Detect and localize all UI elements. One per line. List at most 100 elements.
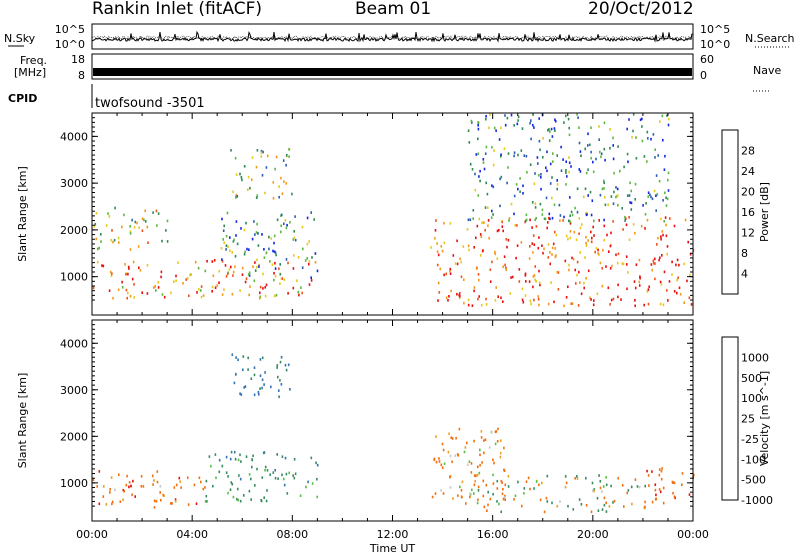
power-echo-cell: [518, 268, 521, 271]
power-echo-cell: [665, 223, 667, 227]
power-echo-cell: [121, 286, 124, 289]
power-echo-cell: [551, 246, 554, 250]
velocity-echo-cell: [131, 493, 133, 497]
power-echo-cell: [270, 237, 273, 240]
power-echo-cell: [505, 266, 507, 269]
power-echo-cell: [437, 299, 439, 302]
power-echo-cell: [477, 124, 479, 127]
power-echo-cell: [504, 123, 507, 127]
power-echo-cell: [609, 303, 611, 306]
velocity-echo-cell: [477, 465, 479, 469]
power-echo-cell: [144, 209, 146, 213]
power-echo-cell: [661, 114, 664, 118]
power-echo-cell: [617, 203, 619, 207]
power-echo-cell: [565, 296, 568, 299]
power-echo-cell: [650, 195, 652, 199]
power-echo-cell: [230, 265, 232, 269]
power-echo-cell: [660, 217, 662, 221]
velocity-echo-cell: [487, 503, 489, 507]
power-echo-cell: [232, 240, 235, 243]
velocity-echo-cell: [514, 494, 517, 498]
power-echo-cell: [529, 299, 532, 303]
power-echo-cell: [522, 184, 524, 188]
power-echo-cell: [456, 292, 458, 296]
velocity-echo-cell: [496, 500, 498, 503]
cpid-value: twofsound -3501: [95, 96, 205, 111]
power-colorbar-tick: 4: [741, 268, 748, 281]
power-echo-cell: [655, 174, 658, 177]
power-echo-cell: [656, 243, 658, 246]
power-echo-cell: [644, 227, 646, 230]
power-echo-cell: [230, 149, 232, 152]
power-echo-cell: [483, 167, 486, 171]
power-echo-cell: [660, 237, 662, 241]
velocity-echo-cell: [239, 392, 241, 395]
power-echo-cell: [522, 300, 525, 304]
power-echo-cell: [532, 275, 535, 278]
velocity-echo-cell: [454, 454, 457, 457]
power-echo-cell: [624, 215, 626, 219]
velocity-echo-region: [644, 467, 695, 505]
power-echo-cell: [616, 194, 619, 197]
power-echo-cell: [546, 150, 548, 154]
velocity-echo-cell: [543, 510, 546, 514]
power-echo-cell: [155, 209, 158, 213]
velocity-echo-cell: [483, 439, 485, 442]
power-echo-cell: [650, 137, 652, 141]
velocity-echo-cell: [473, 439, 475, 443]
power-echo-cell: [583, 195, 585, 199]
power-echo-cell: [252, 265, 254, 268]
power-echo-cell: [576, 260, 579, 264]
velocity-echo-cell: [523, 487, 526, 490]
velocity-echo-cell: [435, 435, 437, 438]
power-echo-cell: [529, 121, 531, 125]
power-echo-cell: [563, 215, 565, 219]
power-echo-cell: [634, 182, 637, 186]
power-echo-cell: [619, 169, 621, 173]
power-echo-cell: [592, 160, 594, 164]
power-echo-cell: [482, 158, 485, 161]
power-echo-cell: [532, 234, 535, 237]
velocity-echo-cell: [159, 491, 161, 494]
velocity-echo-cell: [229, 457, 232, 461]
power-echo-cell: [311, 256, 313, 259]
power-echo-cell: [282, 159, 285, 162]
power-echo-cell: [506, 245, 508, 249]
power-echo-cell: [480, 235, 483, 239]
velocity-echo-cell: [266, 489, 268, 492]
power-echo-cell: [549, 182, 552, 185]
power-echo-cell: [616, 187, 619, 191]
velocity-echo-cell: [284, 363, 287, 367]
velocity-echo-cell: [434, 492, 437, 495]
power-echo-cell: [440, 245, 443, 248]
power-echo-cell: [537, 162, 539, 165]
power-echo-cell: [578, 141, 581, 145]
velocity-echo-cell: [283, 477, 285, 481]
power-echo-cell: [555, 254, 557, 257]
power-echo-cell: [245, 221, 247, 225]
velocity-echo-cell: [262, 451, 265, 455]
power-echo-cell: [651, 268, 653, 272]
velocity-echo-cell: [501, 481, 503, 484]
power-echo-cell: [138, 226, 140, 229]
power-echo-cell: [235, 173, 238, 176]
power-echo-cell: [459, 295, 461, 298]
power-echo-cell: [671, 273, 673, 276]
power-echo-cell: [548, 128, 550, 131]
velocity-echo-cell: [438, 457, 440, 460]
power-echo-cell: [439, 267, 441, 271]
power-echo-cell: [234, 255, 237, 258]
power-echo-cell: [211, 290, 213, 293]
power-echo-cell: [513, 212, 515, 216]
power-echo-cell: [485, 181, 487, 185]
power-echo-cell: [659, 120, 661, 123]
velocity-echo-cell: [305, 485, 307, 489]
power-echo-cell: [612, 144, 614, 147]
power-echo-cell: [93, 225, 96, 228]
power-echo-cell: [206, 259, 208, 263]
power-echo-cell: [441, 249, 444, 253]
power-echo-cell: [316, 269, 319, 273]
power-echo-cell: [121, 280, 123, 284]
velocity-echo-cell: [500, 439, 502, 442]
power-echo-cell: [139, 269, 142, 272]
